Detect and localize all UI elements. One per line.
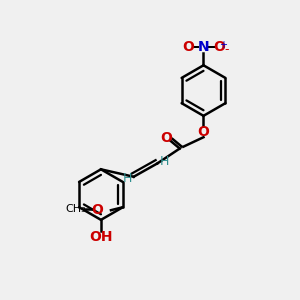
- Text: -: -: [224, 43, 229, 56]
- Text: CH₃: CH₃: [65, 204, 86, 214]
- Text: +: +: [219, 40, 227, 50]
- Text: H: H: [122, 172, 132, 185]
- Text: O: O: [92, 202, 104, 217]
- Text: H: H: [159, 155, 169, 168]
- Text: O: O: [213, 40, 225, 55]
- Text: OH: OH: [89, 230, 113, 244]
- Text: O: O: [182, 40, 194, 55]
- Text: O: O: [160, 131, 172, 145]
- Text: N: N: [198, 40, 209, 55]
- Text: O: O: [198, 125, 209, 139]
